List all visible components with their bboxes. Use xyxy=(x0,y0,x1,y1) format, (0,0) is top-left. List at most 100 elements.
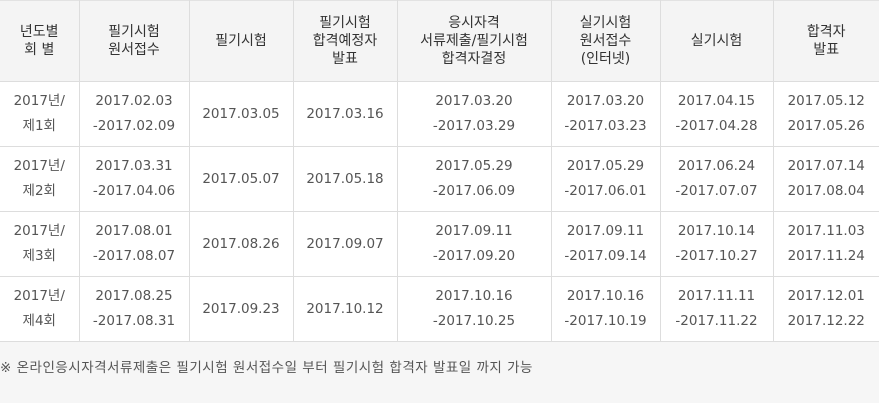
table-cell: 2017년/제4회 xyxy=(0,276,80,342)
table-cell: 2017.09.11 -2017.09.14 xyxy=(551,211,661,277)
cell-text: 2017.07.14 xyxy=(787,158,865,174)
table-cell: 2017.03.20 -2017.03.29 xyxy=(397,81,552,147)
header-text: 서류제출/필기시험 xyxy=(420,33,528,49)
cell-text: -2017.09.14 xyxy=(564,248,647,264)
cell-text: 2017.09.23 xyxy=(202,300,280,317)
table-cell: 2017.02.03 -2017.02.09 xyxy=(79,81,190,147)
cell-text: -2017.09.20 xyxy=(432,248,516,264)
header-cell: 필기시험 합격예정자 발표 xyxy=(293,0,398,82)
cell-text: 2017.08.01 xyxy=(95,223,173,239)
table-cell: 2017.10.12 xyxy=(293,276,398,342)
cell-text: -2017.10.25 xyxy=(432,313,516,329)
header-text: 회 별 xyxy=(24,42,55,58)
header-text: 실기시험 xyxy=(690,33,743,49)
cell-text: 2017.05.29 xyxy=(435,158,513,174)
table-cell: 2017.03.16 xyxy=(293,81,398,147)
table-cell: 2017년/제1회 xyxy=(0,81,80,147)
cell-text: 2017.11.11 xyxy=(677,288,756,304)
table-header: 년도별 회 별 필기시험 원서접수 필기시험 필기시험 합격예정자 발표 응시자격 서류제… xyxy=(0,0,879,82)
header-text: 필기시험 xyxy=(108,24,160,40)
cell-text: 제3회 xyxy=(22,248,56,264)
cell-text: 2017.03.20 xyxy=(566,93,645,109)
cell-text: 2017.08.25 xyxy=(95,288,173,304)
cell-text: 2017.10.16 xyxy=(566,288,645,304)
table-row: 2017년/제1회 2017.02.03 -2017.02.09 2017.03.… xyxy=(0,81,879,147)
table-cell: 2017.07.14 2017.08.04 xyxy=(773,146,879,212)
table-row: 2017년/제2회 2017.03.31 -2017.04.06 2017.05.… xyxy=(0,146,879,212)
table-cell: 2017.05.18 xyxy=(293,146,398,212)
cell-text: 2017년/ xyxy=(13,93,65,109)
table-cell: 2017.10.16 -2017.10.25 xyxy=(397,276,552,342)
header-text: (인터넷) xyxy=(580,51,631,67)
table-cell: 2017.05.07 xyxy=(189,146,294,212)
cell-text: 2017.10.16 xyxy=(435,288,513,304)
table-cell: 2017.03.05 xyxy=(189,81,294,147)
table-cell: 2017.10.14 -2017.10.27 xyxy=(660,211,774,277)
header-text: 발표 xyxy=(332,51,358,67)
header-text: 합격자 xyxy=(806,24,846,40)
header-cell: 실기시험 원서접수 (인터넷) xyxy=(551,0,661,82)
table-cell: 2017.11.11 -2017.11.22 xyxy=(660,276,774,342)
header-row: 년도별 회 별 필기시험 원서접수 필기시험 필기시험 합격예정자 발표 응시자격 서류제… xyxy=(0,0,879,82)
cell-text: -2017.08.31 xyxy=(92,313,176,329)
cell-text: 2017.06.24 xyxy=(677,158,756,174)
exam-schedule-table: 년도별 회 별 필기시험 원서접수 필기시험 필기시험 합격예정자 발표 응시자격 서류제… xyxy=(0,0,879,342)
table-cell: 2017.03.31 -2017.04.06 xyxy=(79,146,190,212)
table-cell: 2017.05.29 -2017.06.09 xyxy=(397,146,552,212)
footnote: ※ 온라인응시자격서류제출은 필기시험 원서접수일 부터 필기시험 합격자 발표… xyxy=(0,360,533,376)
table-cell: 2017.06.24 -2017.07.07 xyxy=(660,146,774,212)
cell-text: 2017.11.24 xyxy=(787,248,865,264)
header-text: 합격자결정 xyxy=(441,51,507,67)
cell-text: -2017.10.27 xyxy=(675,248,758,264)
cell-text: 2017.05.07 xyxy=(202,170,280,187)
cell-text: -2017.06.01 xyxy=(564,183,647,199)
table-cell: 2017.08.25 -2017.08.31 xyxy=(79,276,190,342)
cell-text: 2017.03.05 xyxy=(202,105,280,122)
header-text: 원서접수 xyxy=(579,33,632,49)
table-cell: 2017.11.03 2017.11.24 xyxy=(773,211,879,277)
cell-text: 2017.04.15 xyxy=(677,93,756,109)
cell-text: -2017.11.22 xyxy=(675,313,758,329)
table-row: 2017년/제4회 2017.08.25 -2017.08.31 2017.09.… xyxy=(0,276,879,342)
cell-text: 제1회 xyxy=(22,118,56,134)
cell-text: 2017.12.01 xyxy=(787,288,865,304)
table-cell: 2017.05.29 -2017.06.01 xyxy=(551,146,661,212)
cell-text: -2017.04.06 xyxy=(92,183,176,199)
cell-text: 2017.10.12 xyxy=(306,300,384,317)
cell-text: 2017.05.29 xyxy=(566,158,645,174)
cell-text: -2017.08.07 xyxy=(92,248,176,264)
table-body: 2017년/제1회 2017.02.03 -2017.02.09 2017.03.… xyxy=(0,81,879,342)
cell-text: 2017.09.11 xyxy=(435,223,513,239)
cell-text: 제2회 xyxy=(22,183,56,199)
cell-text: 2017년/ xyxy=(13,288,65,304)
cell-text: 2017.05.12 xyxy=(787,93,865,109)
exam-schedule-section: 년도별 회 별 필기시험 원서접수 필기시험 필기시험 합격예정자 발표 응시자격 서류제… xyxy=(0,0,879,342)
table-cell: 2017.09.07 xyxy=(293,211,398,277)
header-text: 필기시험 xyxy=(215,33,267,49)
cell-text: 2017.05.26 xyxy=(787,118,865,134)
header-text: 원서접수 xyxy=(108,42,160,58)
header-text: 응시자격 xyxy=(448,15,500,31)
cell-text: 2017.03.16 xyxy=(306,105,384,122)
table-cell: 2017.04.15 -2017.04.28 xyxy=(660,81,774,147)
table-cell: 2017년/제2회 xyxy=(0,146,80,212)
header-cell: 실기시험 xyxy=(660,0,774,82)
cell-text: 2017.09.11 xyxy=(566,223,645,239)
header-text: 합격예정자 xyxy=(312,33,378,49)
cell-text: 2017.02.03 xyxy=(95,93,173,109)
table-cell: 2017.05.12 2017.05.26 xyxy=(773,81,879,147)
cell-text: -2017.03.23 xyxy=(564,118,647,134)
cell-text: -2017.06.09 xyxy=(432,183,516,199)
header-text: 년도별 xyxy=(19,24,59,40)
cell-text: 2017년/ xyxy=(13,223,65,239)
cell-text: 2017.05.18 xyxy=(306,170,384,187)
table-cell: 2017.03.20 -2017.03.23 xyxy=(551,81,661,147)
cell-text: -2017.03.29 xyxy=(432,118,516,134)
cell-text: 제4회 xyxy=(22,313,56,329)
table-cell: 2017년/제3회 xyxy=(0,211,80,277)
table-cell: 2017.12.01 2017.12.22 xyxy=(773,276,879,342)
cell-text: -2017.07.07 xyxy=(675,183,758,199)
